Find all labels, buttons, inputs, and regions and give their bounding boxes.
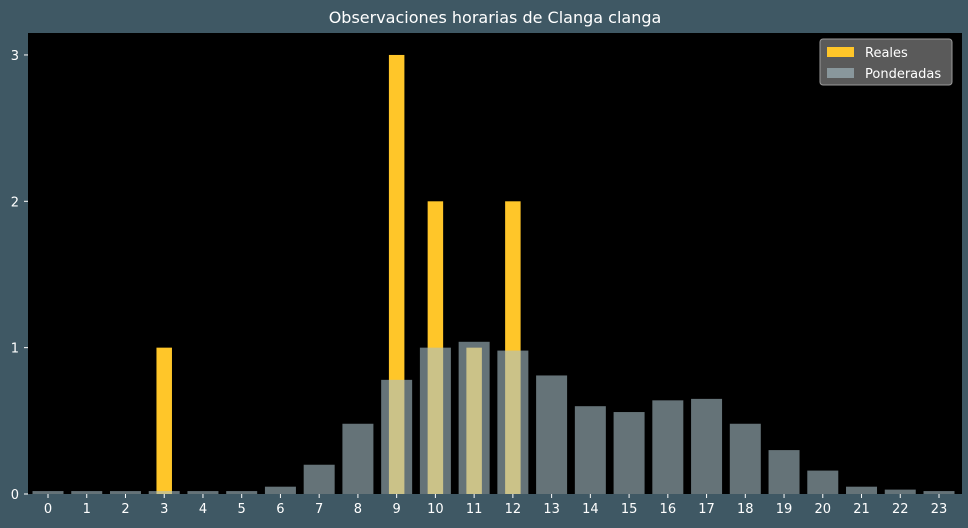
legend: Reales Ponderadas <box>819 38 953 86</box>
bars-layer <box>32 54 955 495</box>
bar-ponderadas-21 <box>846 486 878 494</box>
x-tick-label: 16 <box>660 502 677 517</box>
x-tick-label: 10 <box>427 502 444 517</box>
bar-ponderadas-3 <box>148 491 180 494</box>
x-tick-label: 8 <box>354 502 362 517</box>
x-tick-label: 6 <box>276 502 284 517</box>
bar-ponderadas-14 <box>574 406 606 494</box>
legend-swatch-reales <box>827 47 854 57</box>
bar-ponderadas-15 <box>613 412 645 494</box>
x-tick-label: 23 <box>931 502 948 517</box>
x-tick-label: 11 <box>466 502 483 517</box>
legend-swatch-ponderadas <box>827 68 854 78</box>
bar-ponderadas-19 <box>768 450 800 494</box>
bar-ponderadas-13 <box>536 375 568 494</box>
bar-ponderadas-6 <box>264 486 296 494</box>
y-tick-label: 1 <box>11 342 19 357</box>
x-tick-label: 7 <box>315 502 323 517</box>
bar-ponderadas-20 <box>807 470 839 494</box>
x-tick-label: 0 <box>44 502 52 517</box>
bar-ponderadas-8 <box>342 423 374 494</box>
y-tick-label: 3 <box>11 49 19 64</box>
x-tick-label: 12 <box>505 502 522 517</box>
bar-ponderadas-16 <box>652 400 684 494</box>
bar-ponderadas-22 <box>884 489 916 494</box>
x-tick-label: 14 <box>582 502 599 517</box>
x-tick-label: 4 <box>199 502 207 517</box>
bar-ponderadas-18 <box>729 423 761 494</box>
bar-ponderadas-11 <box>458 341 490 494</box>
x-tick-label: 3 <box>160 502 168 517</box>
x-tick-label: 19 <box>776 502 793 517</box>
x-tick-label: 15 <box>621 502 638 517</box>
y-tick-label: 0 <box>11 488 19 503</box>
bar-ponderadas-23 <box>923 491 955 494</box>
bar-ponderadas-1 <box>71 491 103 494</box>
bar-ponderadas-5 <box>226 491 258 494</box>
bar-ponderadas-7 <box>303 464 335 494</box>
chart-title: Observaciones horarias de Clanga clanga <box>329 8 662 27</box>
bar-ponderadas-17 <box>691 398 723 494</box>
plot-area <box>28 33 962 494</box>
y-tick-label: 2 <box>11 195 19 210</box>
x-tick-label: 5 <box>238 502 246 517</box>
bar-ponderadas-10 <box>419 347 451 494</box>
x-tick-label: 20 <box>815 502 832 517</box>
x-tick-label: 1 <box>83 502 91 517</box>
legend-label-ponderadas: Ponderadas <box>865 67 941 82</box>
x-tick-label: 17 <box>698 502 715 517</box>
x-tick-label: 21 <box>853 502 870 517</box>
bar-ponderadas-0 <box>32 491 64 494</box>
x-tick-label: 13 <box>543 502 560 517</box>
bar-ponderadas-9 <box>381 379 413 494</box>
axes-layer: 0 1 2 3 4 5 6 7 8 9 10 11 12 13 14 15 16 17 18 19 20 21 22 2301… <box>11 49 948 517</box>
bar-ponderadas-12 <box>497 350 529 494</box>
bar-ponderadas-4 <box>187 491 219 494</box>
bar-ponderadas-2 <box>109 491 141 494</box>
x-tick-label: 9 <box>393 502 401 517</box>
x-tick-label: 2 <box>121 502 129 517</box>
legend-label-reales: Reales <box>865 46 908 61</box>
x-tick-label: 22 <box>892 502 909 517</box>
bar-reales-3 <box>156 347 172 494</box>
x-tick-label: 18 <box>737 502 754 517</box>
